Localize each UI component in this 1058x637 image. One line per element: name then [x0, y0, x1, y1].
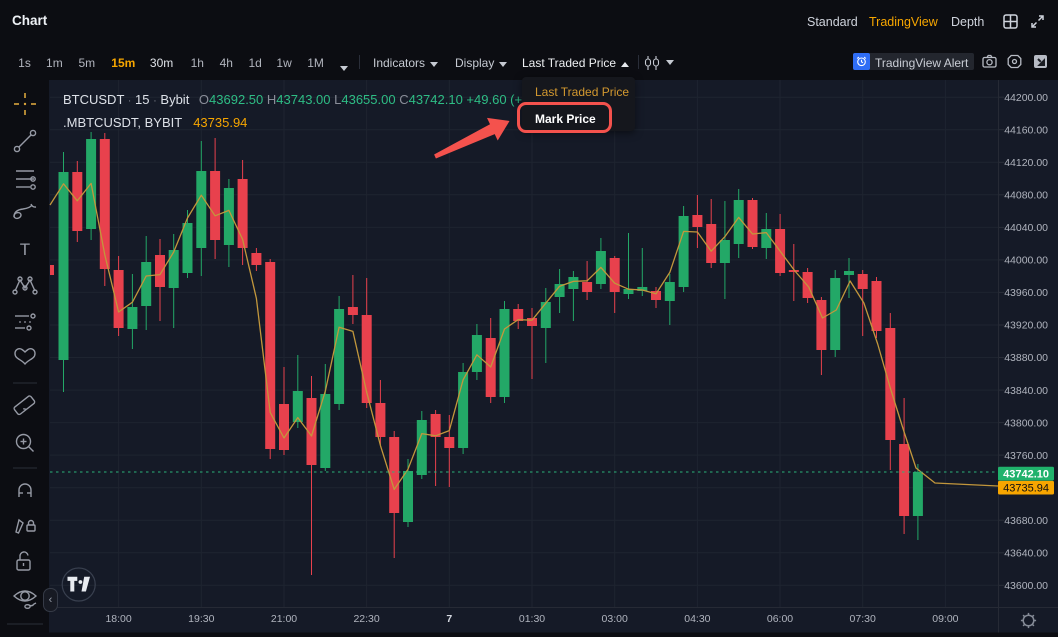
svg-text:7: 7	[446, 613, 452, 625]
svg-text:43742.10: 43742.10	[1003, 469, 1049, 481]
svg-text:19:30: 19:30	[188, 613, 214, 625]
svg-text:09:00: 09:00	[932, 613, 958, 625]
svg-text:21:00: 21:00	[271, 613, 297, 625]
svg-text:04:30: 04:30	[684, 613, 710, 625]
svg-text:18:00: 18:00	[105, 613, 131, 625]
svg-text:44120.00: 44120.00	[1004, 157, 1048, 169]
svg-text:07:30: 07:30	[850, 613, 876, 625]
svg-text:01:30: 01:30	[519, 613, 545, 625]
svg-text:43735.94: 43735.94	[1003, 483, 1049, 495]
svg-text:T: T	[20, 240, 30, 259]
svg-text:03:00: 03:00	[602, 613, 628, 625]
svg-text:22:30: 22:30	[353, 613, 379, 625]
svg-text:43960.00: 43960.00	[1004, 287, 1048, 299]
svg-text:44200.00: 44200.00	[1004, 92, 1048, 104]
svg-text:44080.00: 44080.00	[1004, 190, 1048, 202]
svg-text:43640.00: 43640.00	[1004, 548, 1048, 560]
svg-text:43600.00: 43600.00	[1004, 580, 1048, 592]
svg-text:44160.00: 44160.00	[1004, 124, 1048, 136]
svg-text:44000.00: 44000.00	[1004, 255, 1048, 267]
svg-text:43800.00: 43800.00	[1004, 417, 1048, 429]
svg-text:44040.00: 44040.00	[1004, 222, 1048, 234]
svg-text:43680.00: 43680.00	[1004, 515, 1048, 527]
svg-text:43920.00: 43920.00	[1004, 320, 1048, 332]
svg-text:06:00: 06:00	[767, 613, 793, 625]
svg-text:43880.00: 43880.00	[1004, 352, 1048, 364]
svg-text:43840.00: 43840.00	[1004, 385, 1048, 397]
svg-text:43760.00: 43760.00	[1004, 450, 1048, 462]
